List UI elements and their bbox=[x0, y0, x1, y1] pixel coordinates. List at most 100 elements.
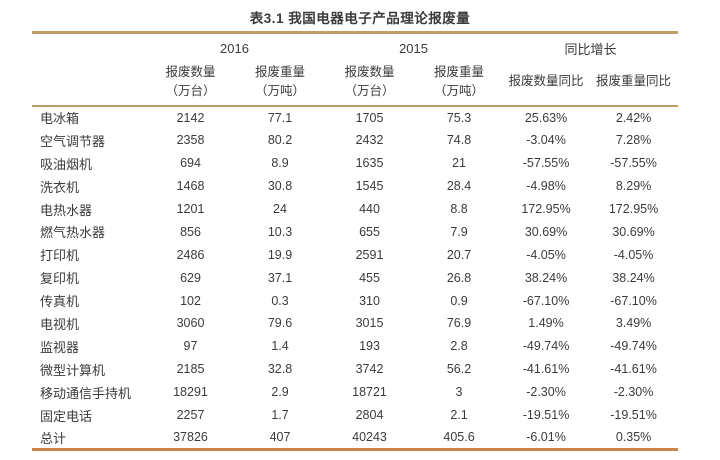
table-header: 2016 2015 同比增长 报废数量 （万台） 报废重量 （万吨） 报废数量 … bbox=[32, 33, 679, 107]
table-cell: 2804 bbox=[355, 408, 384, 423]
table-cell: 694 bbox=[180, 156, 201, 171]
table-cell: -57.55% bbox=[610, 156, 657, 171]
table-cell: -2.30% bbox=[613, 385, 654, 400]
row-label: 电热水器 bbox=[40, 202, 93, 218]
year-header-2016: 2016 bbox=[220, 40, 249, 56]
table-cell: 0.3 bbox=[271, 293, 289, 308]
col-header-line1: 报废重量 bbox=[434, 64, 485, 79]
table-cell: 21 bbox=[452, 156, 466, 171]
table-row: 空气调节器 2358 80.2 2432 74.8 -3.04% 7.28% bbox=[32, 129, 678, 152]
table-cell: 18291 bbox=[173, 385, 208, 400]
table-cell: -4.98% bbox=[526, 179, 566, 194]
table-cell: -19.51% bbox=[610, 408, 657, 423]
table-cell: 28.4 bbox=[446, 179, 472, 194]
table-cell: 8.9 bbox=[271, 156, 289, 171]
table-cell: 30.69% bbox=[524, 224, 568, 239]
col-header-line1: 报废数量 bbox=[344, 64, 395, 79]
table-cell: 7.9 bbox=[450, 224, 468, 239]
row-label: 洗衣机 bbox=[40, 179, 80, 195]
table-cell: 2358 bbox=[176, 133, 205, 148]
row-label: 燃气热水器 bbox=[40, 225, 106, 241]
year-group-row: 2016 2015 同比增长 bbox=[32, 33, 678, 60]
table-cell: 172.95% bbox=[608, 202, 659, 216]
table-row: 总计 37826 407 40243 405.6 -6.01% 0.35% bbox=[32, 426, 678, 449]
table-cell: -49.74% bbox=[610, 339, 657, 354]
table-cell: 37826 bbox=[173, 430, 208, 445]
table-cell: 76.9 bbox=[446, 316, 472, 331]
table-row: 移动通信手持机 18291 2.9 18721 3 -2.30% -2.30% bbox=[32, 381, 678, 404]
table-cell: 0.35% bbox=[615, 430, 652, 445]
col-header-line1: 报废数量同比 bbox=[508, 74, 584, 89]
table-cell: 2.42% bbox=[615, 110, 652, 125]
table-cell: 10.3 bbox=[267, 224, 293, 239]
table-cell: 3.49% bbox=[615, 316, 652, 331]
table-cell: -4.05% bbox=[526, 247, 566, 262]
scrap-table: 2016 2015 同比增长 报废数量 （万台） 报废重量 （万吨） 报废数量 … bbox=[32, 31, 679, 451]
row-label: 传真机 bbox=[40, 294, 80, 310]
col-header-weight-yoy: 报废重量同比 bbox=[589, 59, 679, 107]
table-cell: 2486 bbox=[176, 247, 205, 262]
col-header-line2: （万吨） bbox=[255, 84, 306, 98]
table-cell: 38.24% bbox=[524, 270, 568, 285]
table-cell: 455 bbox=[359, 270, 380, 285]
row-label: 总计 bbox=[40, 430, 67, 446]
table-cell: -67.10% bbox=[522, 293, 570, 308]
table-cell: 20.7 bbox=[446, 247, 472, 262]
table-cell: -57.55% bbox=[522, 156, 570, 171]
col-header-2016-quantity: 报废数量 （万台） bbox=[145, 59, 236, 107]
table-row: 传真机 102 0.3 310 0.9 -67.10% -67.10% bbox=[32, 289, 678, 312]
table-cell: 193 bbox=[359, 339, 380, 354]
table-cell: 172.95% bbox=[521, 202, 571, 216]
table-cell: 30.8 bbox=[267, 179, 293, 194]
table-cell: 2.1 bbox=[450, 408, 468, 423]
col-header-2015-quantity: 报废数量 （万台） bbox=[324, 59, 416, 107]
year-header-2015: 2015 bbox=[399, 40, 428, 56]
col-header-line1: 报废重量 bbox=[255, 64, 306, 79]
table-row: 电视机 3060 79.6 3015 76.9 1.49% 3.49% bbox=[32, 312, 678, 335]
table-row: 监视器 97 1.4 193 2.8 -49.74% -49.74% bbox=[32, 335, 678, 358]
yoy-growth-header: 同比增长 bbox=[564, 41, 617, 57]
sub-header-row: 报废数量 （万台） 报废重量 （万吨） 报废数量 （万台） 报废重量 （万吨） … bbox=[32, 59, 679, 107]
table-cell: 19.9 bbox=[267, 247, 293, 262]
row-label: 监视器 bbox=[40, 339, 80, 355]
col-header-line2: （万台） bbox=[165, 84, 216, 98]
row-label: 打印机 bbox=[40, 248, 80, 264]
table-cell: 310 bbox=[359, 293, 380, 308]
table-cell: 18721 bbox=[352, 385, 387, 400]
row-label: 电冰箱 bbox=[40, 111, 80, 127]
col-header-line1: 报废数量 bbox=[165, 64, 216, 79]
table-row: 打印机 2486 19.9 2591 20.7 -4.05% -4.05% bbox=[32, 243, 678, 266]
table-body: 电冰箱 2142 77.1 1705 75.3 25.63% 2.42% 空气调节器 2358 8… bbox=[32, 106, 678, 449]
table-cell: -67.10% bbox=[610, 293, 657, 308]
table-cell: 1.49% bbox=[528, 316, 564, 331]
table-cell: 440 bbox=[359, 202, 380, 216]
row-label: 复印机 bbox=[40, 271, 80, 287]
table-cell: 3 bbox=[455, 385, 463, 400]
table-row: 燃气热水器 856 10.3 655 7.9 30.69% 30.69% bbox=[32, 220, 678, 243]
table-cell: -41.61% bbox=[522, 362, 570, 377]
table-row: 固定电话 2257 1.7 2804 2.1 -19.51% -19.51% bbox=[32, 404, 678, 427]
table-cell: 8.29% bbox=[615, 179, 652, 194]
table-cell: 74.8 bbox=[446, 133, 472, 148]
table-cell: 40243 bbox=[352, 430, 387, 445]
table-cell: -41.61% bbox=[610, 362, 657, 377]
table-cell: -49.74% bbox=[522, 339, 570, 354]
table-cell: 0.9 bbox=[450, 293, 468, 308]
table-cell: 1201 bbox=[176, 202, 205, 216]
table-title: 表3.1 我国电器电子产品理论报废量 bbox=[249, 11, 471, 26]
table-cell: 102 bbox=[180, 293, 201, 308]
table-cell: 405.6 bbox=[443, 430, 475, 445]
table-cell: 56.2 bbox=[446, 362, 472, 377]
row-label: 固定电话 bbox=[40, 408, 93, 424]
table-cell: 1705 bbox=[355, 110, 384, 125]
table-row: 吸油烟机 694 8.9 1635 21 -57.55% -57.55% bbox=[32, 152, 678, 175]
table-cell: 8.8 bbox=[450, 202, 468, 216]
row-label: 空气调节器 bbox=[40, 133, 106, 149]
empty-header-cell bbox=[32, 33, 145, 60]
table-cell: 2432 bbox=[355, 133, 384, 148]
table-cell: 1545 bbox=[355, 179, 384, 194]
table-cell: 80.2 bbox=[267, 133, 293, 148]
col-header-line2: （万吨） bbox=[434, 84, 485, 98]
table-cell: 38.24% bbox=[612, 270, 655, 285]
